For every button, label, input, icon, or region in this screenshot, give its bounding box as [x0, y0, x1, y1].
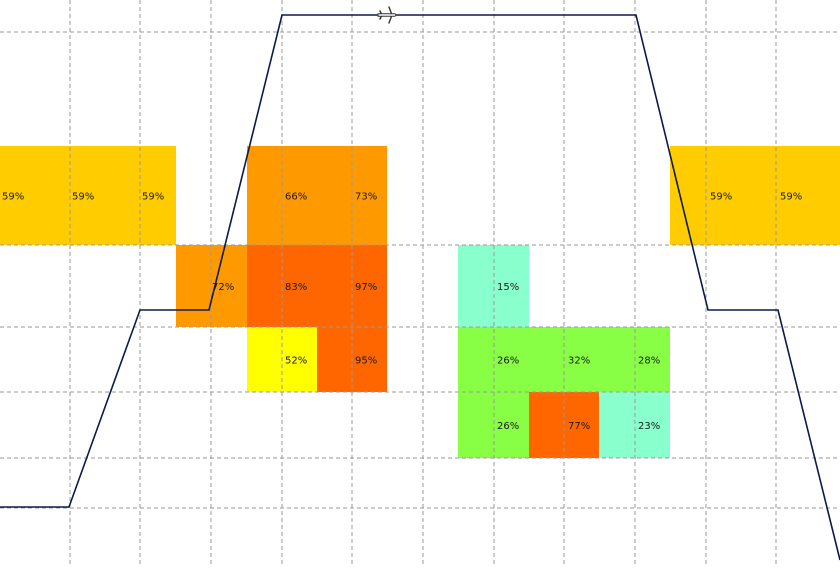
cell-label: 73% [355, 192, 377, 203]
heatmap-cell [317, 245, 387, 327]
cell-label: 59% [142, 192, 164, 203]
cell-labels: 59% 59% 59% 66% 73% 59% 59% 72% 83% 97% 15% 52% 95% 2… [2, 192, 802, 433]
cell-label: 66% [285, 192, 307, 203]
cell-label: 26% [497, 356, 519, 367]
profile-line [0, 14, 840, 561]
cell-label: 59% [710, 192, 732, 203]
aircraft-icon [377, 6, 397, 24]
cell-label: 95% [355, 356, 377, 367]
cell-label: 97% [355, 282, 377, 293]
flight-profile [0, 14, 840, 561]
heatmap-cell [140, 146, 176, 245]
aircraft-icon-body [377, 13, 397, 17]
cell-label: 77% [568, 421, 590, 432]
cell-label: 15% [497, 282, 519, 293]
cell-label: 23% [638, 421, 660, 432]
cell-label: 59% [72, 192, 94, 203]
cell-label: 59% [780, 192, 802, 203]
cell-label: 28% [638, 356, 660, 367]
heatmap-cell [70, 146, 140, 245]
cell-label: 72% [212, 282, 234, 293]
heatmap-cell [0, 146, 70, 245]
heatmap-cell [599, 392, 670, 458]
heatmap-cell [778, 146, 840, 245]
heatmap-cell [529, 392, 599, 458]
heatmap-cell [176, 245, 247, 327]
cell-label: 32% [568, 356, 590, 367]
cell-label: 52% [285, 356, 307, 367]
cell-label: 59% [2, 192, 24, 203]
heatmap-cell [458, 245, 529, 327]
cell-label: 83% [285, 282, 307, 293]
cell-label: 26% [497, 421, 519, 432]
aircraft-icon-glyph [377, 6, 397, 24]
heatmap-cell [247, 245, 317, 327]
heatmap-cell [458, 392, 529, 458]
